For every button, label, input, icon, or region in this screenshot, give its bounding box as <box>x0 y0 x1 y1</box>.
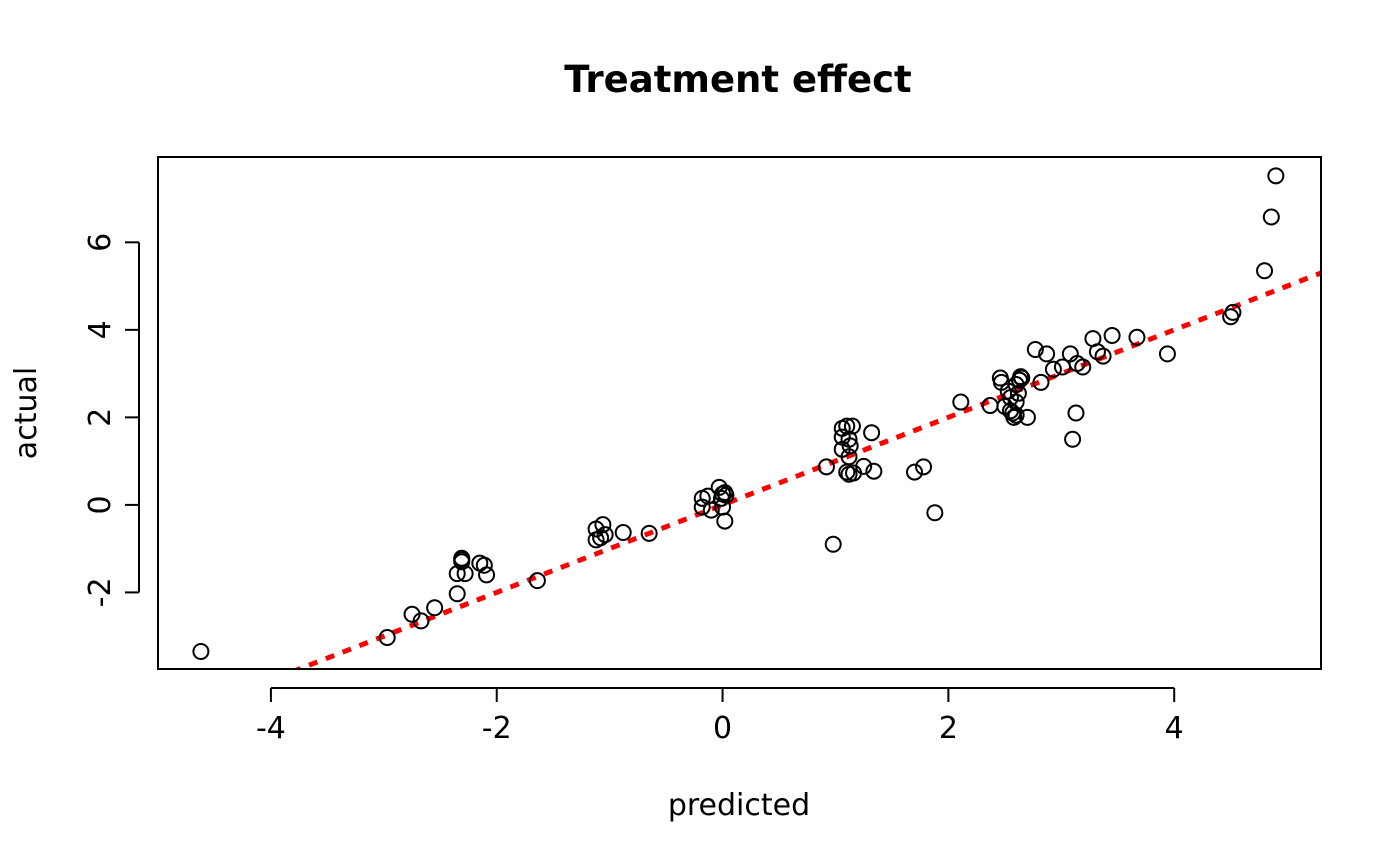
data-point <box>1262 208 1280 226</box>
data-point <box>475 556 493 574</box>
data-point <box>1012 368 1030 386</box>
data-point <box>1088 343 1106 361</box>
data-point <box>426 599 444 617</box>
data-point <box>817 458 835 476</box>
y-tick-label: 0 <box>83 495 118 514</box>
data-point <box>841 437 859 455</box>
data-point <box>838 417 856 435</box>
reference-line <box>292 270 1321 669</box>
data-point <box>863 424 881 442</box>
data-point <box>1103 327 1121 345</box>
y-axis-label: actual <box>9 367 44 459</box>
data-point <box>1013 369 1031 387</box>
y-axis: -2 0 2 4 6 <box>83 233 140 607</box>
y-tick-label: 4 <box>83 320 118 339</box>
data-point <box>716 512 734 530</box>
data-point <box>865 462 883 480</box>
y-tick-label: -2 <box>83 577 118 607</box>
data-point <box>478 566 496 584</box>
data-point <box>838 463 856 481</box>
data-point <box>1044 360 1062 378</box>
data-point <box>926 504 944 522</box>
data-point <box>1158 345 1176 363</box>
plot-frame <box>157 156 1322 670</box>
data-point <box>528 572 546 590</box>
data-point <box>378 628 396 646</box>
data-point <box>1074 358 1092 376</box>
data-point <box>915 458 933 476</box>
x-tick-label: 4 <box>1165 711 1184 746</box>
data-point <box>1224 303 1242 321</box>
plot-area <box>192 167 1321 669</box>
data-point <box>1007 393 1025 411</box>
data-point <box>192 642 210 660</box>
data-point <box>640 524 658 542</box>
data-point <box>592 529 610 547</box>
x-tick-label: 2 <box>939 711 958 746</box>
data-point <box>906 463 924 481</box>
data-point <box>448 585 466 603</box>
data-point <box>1038 345 1056 363</box>
data-point <box>1032 373 1050 391</box>
data-point <box>596 526 614 544</box>
data-point <box>855 457 873 475</box>
data-point <box>614 523 632 541</box>
data-point <box>843 417 861 435</box>
data-point <box>412 612 430 630</box>
data-point <box>1026 341 1044 359</box>
data-point <box>594 516 612 534</box>
data-point <box>1067 404 1085 422</box>
data-point <box>1009 384 1027 402</box>
data-point <box>453 553 471 571</box>
x-tick-label: 0 <box>713 711 732 746</box>
data-point <box>1018 408 1036 426</box>
x-axis-label: predicted <box>668 788 810 823</box>
data-point <box>1267 167 1285 185</box>
y-tick-label: 2 <box>83 408 118 427</box>
y-tick-label: 6 <box>83 233 118 252</box>
chart-title: Treatment effect <box>564 58 912 101</box>
data-point <box>824 535 842 553</box>
data-point <box>702 501 720 519</box>
x-tick-label: -4 <box>256 711 286 746</box>
data-point <box>1128 328 1146 346</box>
data-point <box>1064 430 1082 448</box>
data-point <box>1094 347 1112 365</box>
data-point <box>1256 262 1274 280</box>
data-point <box>717 486 735 504</box>
data-point <box>952 393 970 411</box>
data-point <box>1007 406 1025 424</box>
x-tick-label: -2 <box>482 711 512 746</box>
x-axis: -4 -2 0 2 4 <box>256 687 1184 746</box>
